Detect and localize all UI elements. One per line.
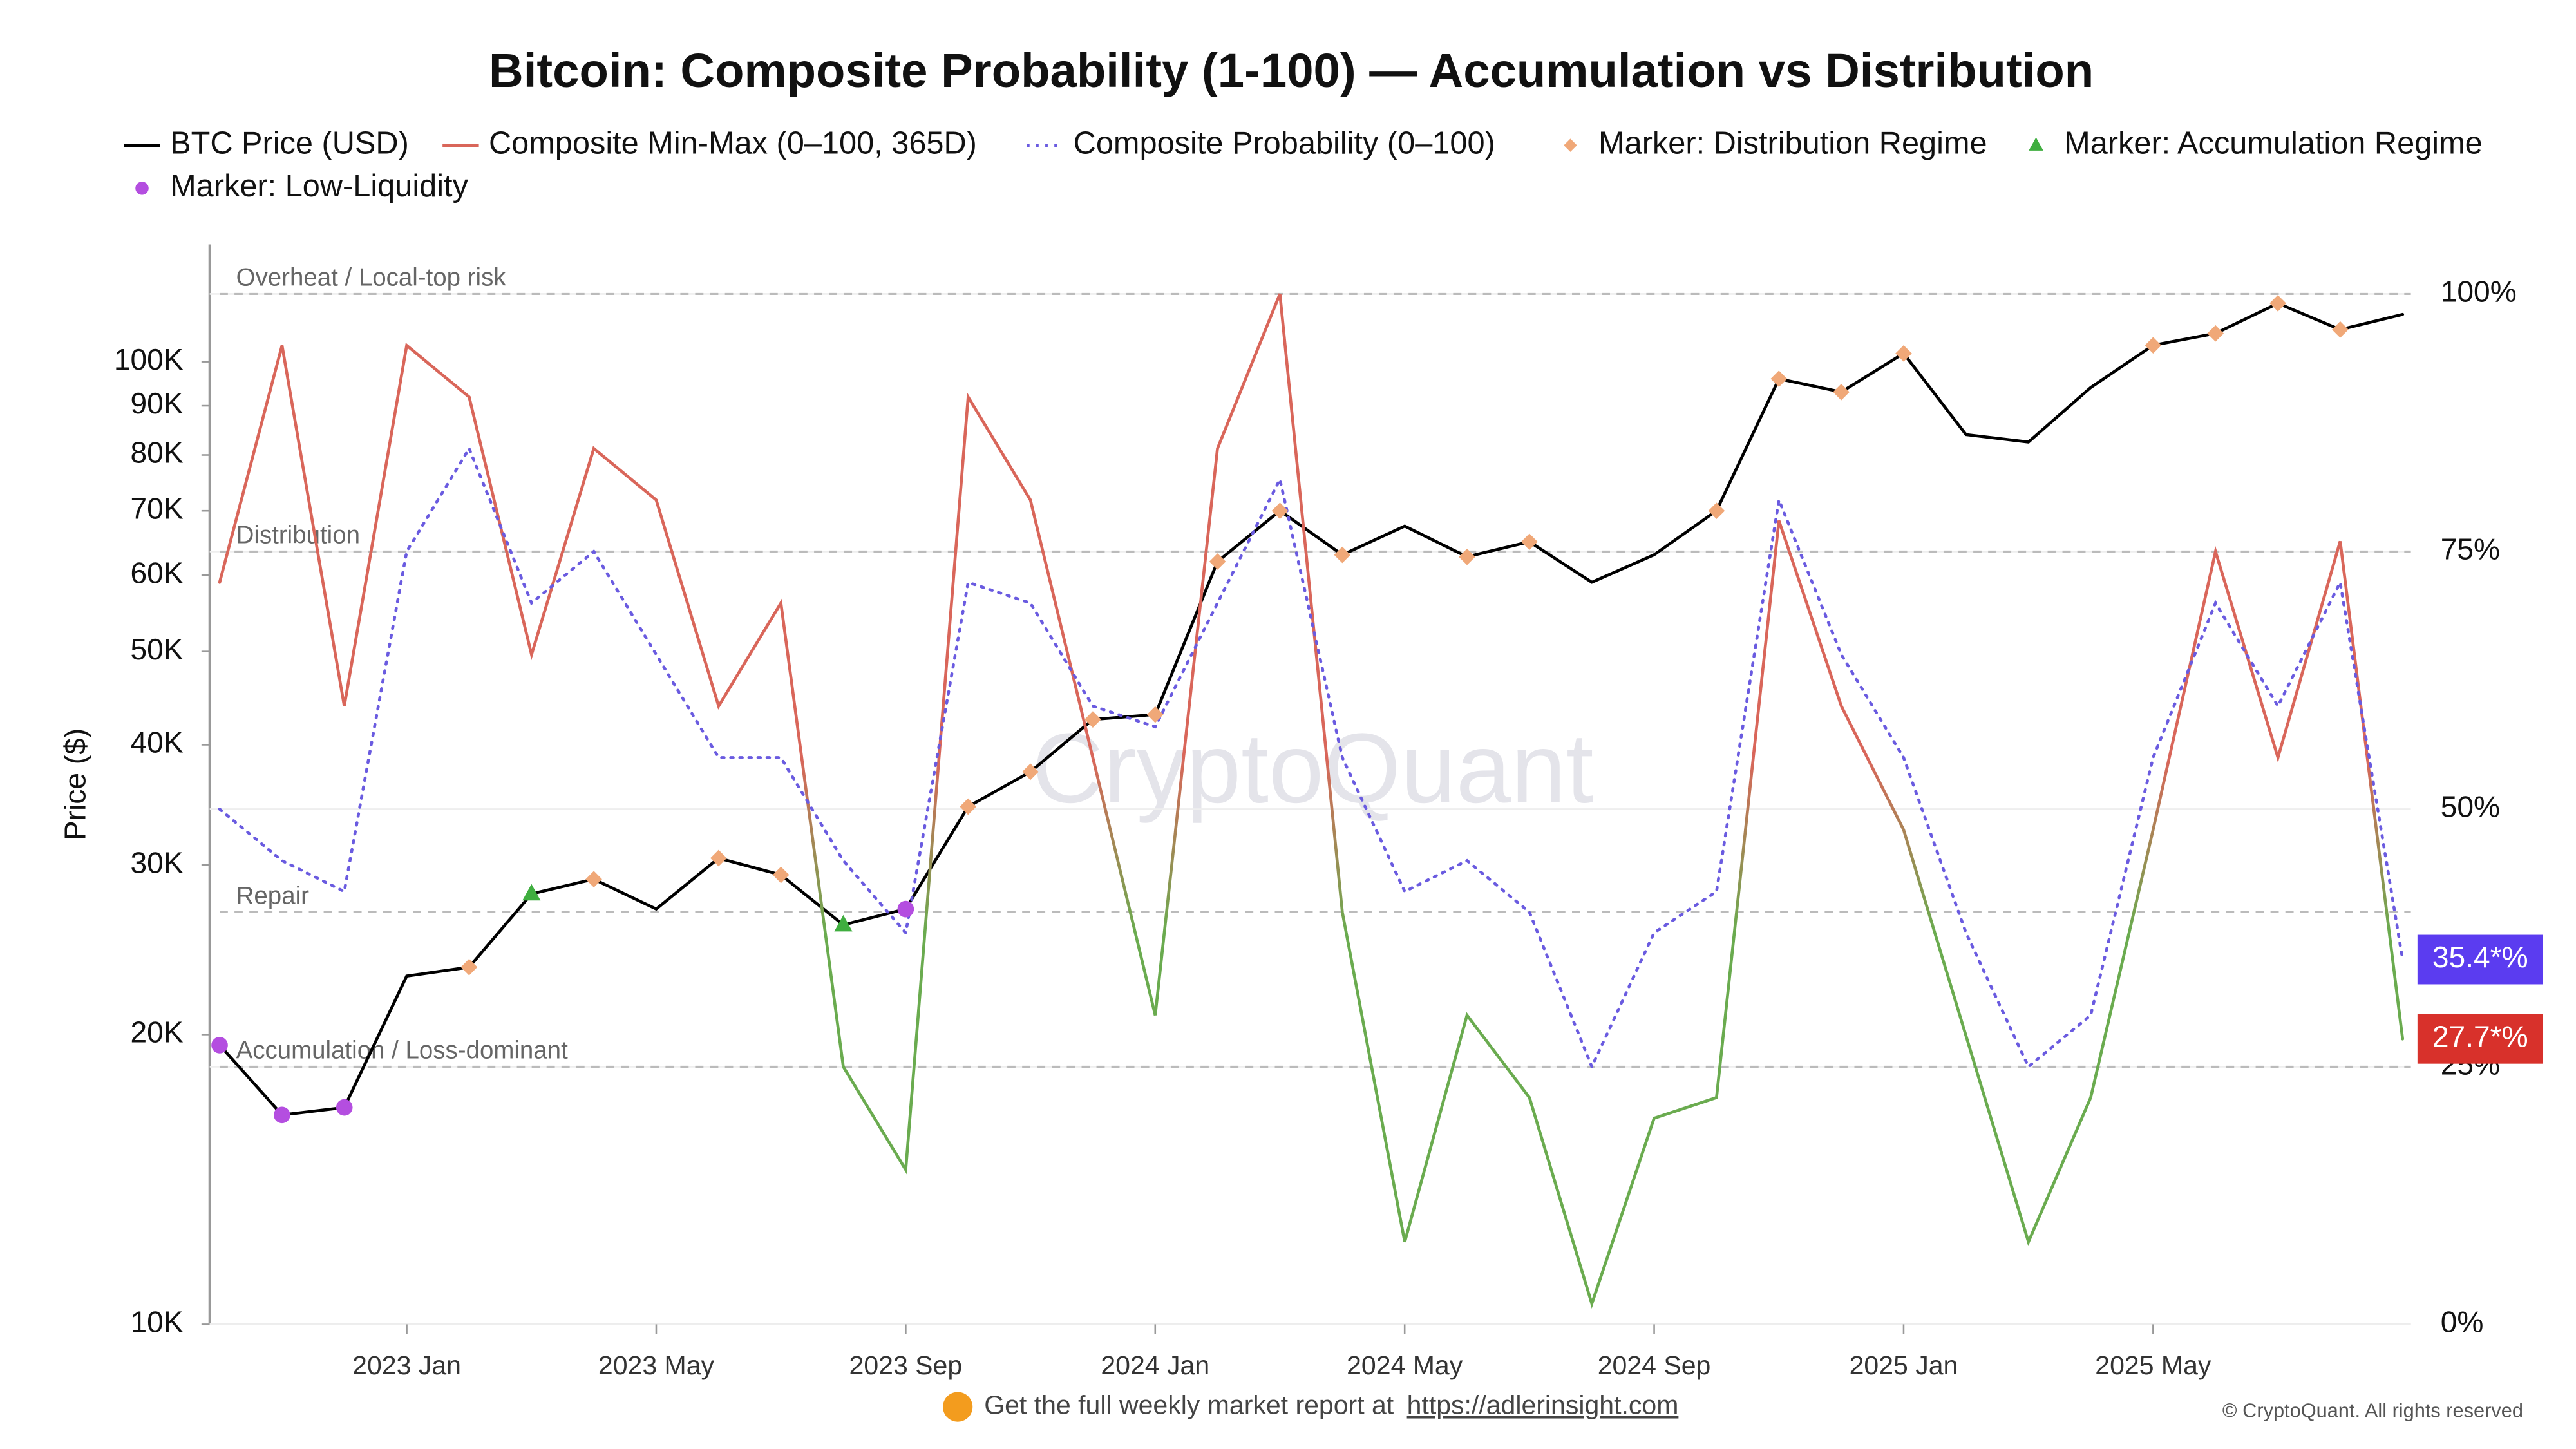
- marker-diamond: [772, 866, 790, 884]
- reference-label: Accumulation / Loss-dominant: [236, 1036, 568, 1064]
- marker-diamond: [1833, 383, 1850, 401]
- marker-diamond: [2269, 295, 2286, 312]
- footer-text: Get the full weekly market report at: [984, 1390, 1394, 1419]
- marker-diamond: [1209, 553, 1226, 570]
- chart-title: Bitcoin: Composite Probability (1-100) —…: [489, 44, 2094, 97]
- marker-diamond: [2332, 321, 2349, 338]
- marker-diamond: [960, 798, 977, 815]
- y-tick-label: 10K: [131, 1305, 184, 1339]
- marker-diamond: [1521, 533, 1538, 551]
- y2-tick-label: 50%: [2441, 790, 2500, 824]
- y-tick-label: 20K: [131, 1016, 184, 1049]
- dotted-line: [218, 445, 2405, 1071]
- marker-diamond: [2145, 337, 2162, 354]
- marker-diamond: [1459, 548, 1475, 565]
- marker-diamond: [1271, 502, 1289, 520]
- legend-label: Composite Min-Max (0–100, 365D): [489, 126, 977, 161]
- marker-diamond: [1022, 763, 1039, 781]
- end-label: 27.7*%: [2417, 1014, 2543, 1064]
- x-tick-label: 2023 Sep: [849, 1350, 963, 1380]
- marker-diamond: [710, 849, 727, 867]
- marker-diamond: [585, 871, 602, 888]
- x-tick-label: 2025 May: [2095, 1350, 2211, 1380]
- marker-diamond: [1708, 502, 1725, 520]
- legend-label: Marker: Low-Liquidity: [170, 169, 468, 204]
- y-tick-label: 100K: [114, 343, 184, 376]
- x-tick-label: 2024 Jan: [1101, 1350, 1209, 1380]
- reference-label: Distribution: [236, 521, 360, 549]
- end-label-box: [2417, 934, 2543, 985]
- end-label-text: 27.7*%: [2432, 1019, 2528, 1053]
- footer-icon: [943, 1392, 973, 1422]
- x-tick-label: 2024 Sep: [1598, 1350, 1711, 1380]
- reference-label: Overheat / Local-top risk: [236, 263, 507, 291]
- x-tick-label: 2023 Jan: [352, 1350, 461, 1380]
- y-tick-label: 90K: [131, 386, 184, 420]
- end-label: 35.4*%: [2417, 934, 2543, 985]
- legend-label: Marker: Distribution Regime: [1598, 126, 1987, 161]
- marker-diamond: [1146, 706, 1164, 723]
- watermark: CryptoQuant: [1032, 713, 1593, 824]
- legend-symbol: [2029, 137, 2043, 151]
- legend-label: Composite Probability (0–100): [1074, 126, 1495, 161]
- x-tick-label: 2025 Jan: [1850, 1350, 1958, 1380]
- legend-label: BTC Price (USD): [170, 126, 409, 161]
- legend-symbol: [135, 182, 149, 195]
- marker-diamond: [460, 958, 478, 976]
- end-label-text: 35.4*%: [2432, 940, 2528, 974]
- marker-diamond: [1334, 546, 1351, 564]
- line: [218, 293, 2405, 1309]
- y2-tick-label: 100%: [2441, 275, 2517, 308]
- y-tick-label: 40K: [131, 726, 184, 759]
- end-label-box: [2417, 1014, 2543, 1064]
- y-tick-label: 60K: [131, 556, 184, 589]
- y2-tick-label: 0%: [2441, 1305, 2484, 1339]
- legend-label: Marker: Accumulation Regime: [2064, 126, 2483, 161]
- y-tick-label: 50K: [131, 632, 184, 666]
- x-tick-label: 2024 May: [1347, 1350, 1463, 1380]
- marker-circle: [274, 1106, 290, 1124]
- marker-circle: [336, 1099, 353, 1116]
- marker-circle: [211, 1037, 228, 1054]
- marker-diamond: [1895, 345, 1912, 362]
- y-tick-label: 30K: [131, 846, 184, 879]
- y2-tick-label: 75%: [2441, 533, 2500, 566]
- copyright: © CryptoQuant. All rights reserved: [2222, 1399, 2523, 1421]
- marker-triangle: [834, 914, 853, 932]
- line: [218, 301, 2405, 1117]
- marker-diamond: [1770, 370, 1788, 387]
- y-axis-title: Price ($): [59, 728, 92, 840]
- y-tick-label: 80K: [131, 436, 184, 469]
- reference-label: Repair: [236, 882, 309, 909]
- marker-diamond: [2207, 325, 2224, 342]
- marker-circle: [897, 900, 914, 918]
- marker-diamond: [1084, 711, 1101, 728]
- footer-link[interactable]: https://adlerinsight.com: [1407, 1390, 1679, 1419]
- x-tick-label: 2023 May: [598, 1350, 715, 1380]
- legend-symbol: [1564, 138, 1577, 152]
- marker-triangle: [522, 884, 541, 901]
- y-tick-label: 70K: [131, 491, 184, 525]
